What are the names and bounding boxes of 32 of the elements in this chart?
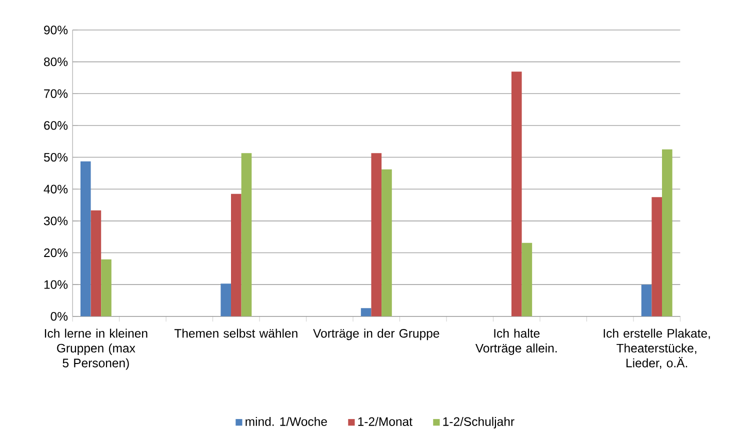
bar (382, 169, 392, 316)
bar (371, 153, 382, 316)
bar (80, 161, 91, 316)
x-tick-label: Ich lerne in kleinen Gruppen (max 5 Personen) (44, 328, 148, 370)
legend-label: 1-2/Schuljahr (443, 416, 514, 428)
bar (90, 210, 102, 316)
x-tick-label: Themen selbst wählen (174, 328, 298, 338)
x-tick-label: Vorträge in der Gruppe (313, 328, 440, 340)
bar (662, 149, 672, 316)
y-tick-label: 50% (44, 152, 68, 162)
y-tick-label: 70% (44, 89, 68, 98)
y-tick-label: 40% (44, 184, 68, 194)
legend-label: 1-2/Monat (358, 416, 412, 426)
x-tick-label: Ich erstelle Plakate, Theaterstücke, Lieder, o.Ä. (604, 328, 710, 369)
bar (522, 242, 532, 316)
bar (220, 284, 232, 316)
y-tick-label: 20% (44, 248, 68, 258)
y-tick-label: 30% (44, 216, 68, 226)
bar (652, 196, 662, 316)
y-tick-label: 90% (44, 26, 68, 34)
bar (360, 308, 372, 316)
bar (241, 153, 252, 316)
y-tick-label: 10% (44, 280, 68, 289)
bar (101, 259, 112, 316)
y-tick-label: 60% (44, 121, 68, 130)
x-tick-label: Ich halte Vorträge allein. (475, 328, 557, 355)
bar (641, 284, 652, 316)
bar (511, 72, 522, 316)
bar (231, 194, 242, 316)
y-tick-label: 0% (50, 312, 68, 321)
y-tick-label: 80% (44, 57, 68, 66)
legend-label: mind. 1/Woche (246, 416, 327, 426)
